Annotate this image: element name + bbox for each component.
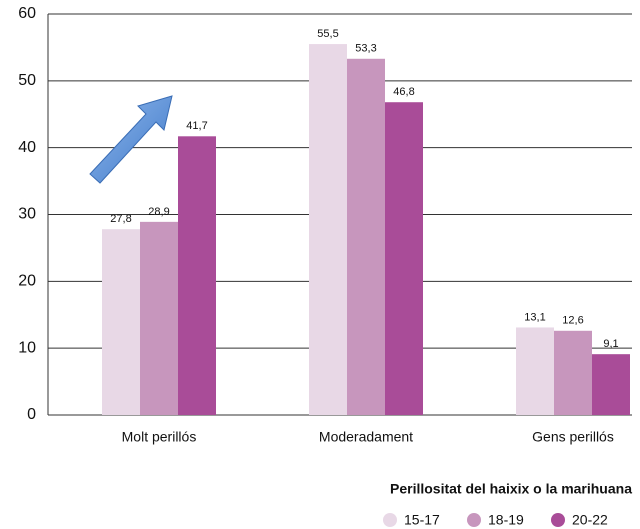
plot-area: 0 10 20 30 40 50 60 Molt perillós 27,8 28,9 41,7 Mo… [18, 5, 632, 445]
value-label: 28,9 [148, 206, 169, 218]
x-axis-title: Perillositat del haixix o la marihuana [390, 481, 632, 497]
x-tick-label: Gens perillós [532, 429, 614, 445]
bar [592, 354, 630, 415]
x-tick-label: Moderadament [319, 429, 413, 445]
value-label: 46,8 [393, 86, 414, 98]
y-tick-label: 50 [18, 72, 36, 89]
legend-label: 18-19 [488, 512, 524, 528]
bar [178, 136, 216, 415]
value-label: 41,7 [186, 120, 207, 132]
legend-swatch [383, 513, 397, 527]
value-label: 9,1 [603, 338, 618, 350]
y-tick-label: 20 [18, 273, 36, 290]
y-tick-label: 40 [18, 139, 36, 156]
y-tick-label: 10 [18, 339, 36, 356]
y-tick-label: 30 [18, 206, 36, 223]
bar [385, 102, 423, 415]
bar [516, 327, 554, 415]
bar [102, 229, 140, 415]
y-tick-label: 60 [18, 5, 36, 22]
legend-label: 20-22 [572, 512, 608, 528]
value-label: 13,1 [524, 311, 545, 323]
bar [347, 58, 385, 416]
legend-swatch [467, 513, 481, 527]
value-label: 53,3 [355, 43, 376, 55]
value-label: 12,6 [562, 315, 583, 327]
bar [309, 44, 347, 415]
legend-swatch [551, 513, 565, 527]
legend-label: 15-17 [404, 512, 440, 528]
value-label: 55,5 [317, 28, 338, 40]
bar [140, 221, 178, 415]
bar [554, 330, 592, 415]
y-tick-label: 0 [27, 406, 36, 423]
value-label: 27,8 [110, 213, 131, 225]
arrow [89, 95, 173, 184]
x-tick-label: Molt perillós [122, 429, 197, 445]
